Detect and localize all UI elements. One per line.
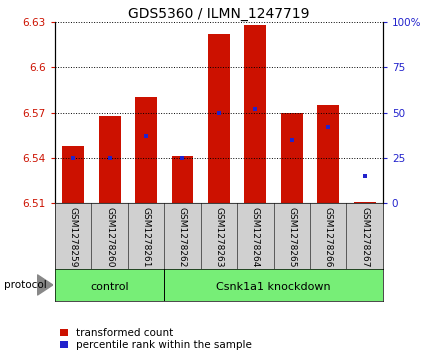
Text: GSM1278259: GSM1278259 [69,207,78,267]
Point [179,155,186,161]
Bar [317,105,339,203]
Text: GSM1278262: GSM1278262 [178,207,187,267]
Text: Csnk1a1 knockdown: Csnk1a1 knockdown [216,282,331,291]
Text: GSM1278267: GSM1278267 [360,207,369,267]
Bar [62,146,84,203]
Point [361,173,368,179]
Text: control: control [90,282,129,291]
Text: GSM1278266: GSM1278266 [324,207,333,267]
Bar [99,115,121,203]
Text: GSM1278265: GSM1278265 [287,207,296,267]
Bar [208,34,230,203]
Title: GDS5360 / ILMN_1247719: GDS5360 / ILMN_1247719 [128,7,310,21]
Bar [281,113,303,203]
Point [106,155,113,161]
Text: protocol: protocol [4,280,47,290]
Bar [172,156,194,203]
Point [288,137,295,143]
Polygon shape [37,275,53,295]
Point [143,133,150,139]
Point [216,110,223,115]
Text: GSM1278263: GSM1278263 [214,207,224,267]
Point [70,155,77,161]
Text: GSM1278261: GSM1278261 [142,207,150,267]
Point [252,106,259,112]
Text: GSM1278260: GSM1278260 [105,207,114,267]
Bar [354,202,375,203]
Bar [135,97,157,203]
Bar [244,25,266,203]
Point [325,124,332,130]
Legend: transformed count, percentile rank within the sample: transformed count, percentile rank withi… [60,328,252,350]
Text: GSM1278264: GSM1278264 [251,207,260,267]
